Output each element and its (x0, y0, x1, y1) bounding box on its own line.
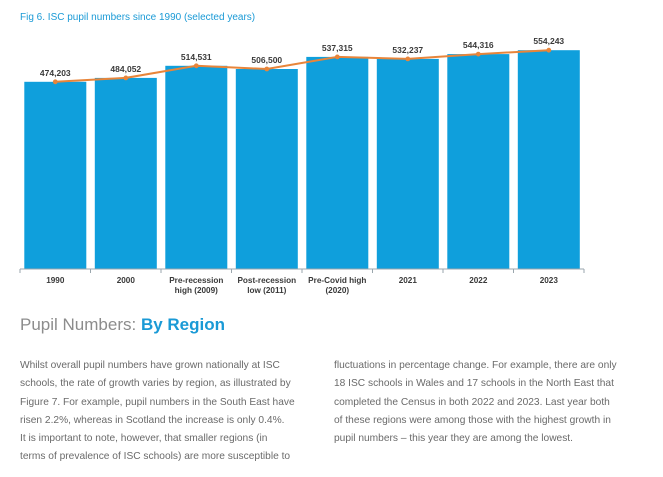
body-text-line: completed the Census in both 2022 and 20… (334, 396, 610, 408)
trend-marker-3 (264, 66, 270, 72)
data-label-5: 532,237 (392, 45, 423, 55)
body-text-line: schools, the rate of growth varies by re… (20, 378, 291, 390)
body-text-line: 18 ISC schools in Wales and 17 schools i… (334, 378, 614, 390)
bar-5 (376, 58, 439, 270)
body-text-left-column: Whilst overall pupil numbers have grown … (20, 357, 306, 467)
body-text-line: fluctuations in percentage change. For e… (334, 360, 617, 371)
section-heading-prefix: Pupil Numbers: (20, 315, 141, 334)
bar-1 (94, 77, 157, 270)
category-label-3-1: low (2011) (247, 286, 286, 295)
trend-marker-6 (475, 51, 481, 57)
body-text-line: risen 2.2%, whereas in Scotland the incr… (20, 414, 285, 426)
bar-6 (447, 54, 510, 269)
category-label-3-0: Post-recession (237, 276, 296, 285)
trend-marker-5 (405, 56, 411, 62)
bar-4 (306, 56, 369, 270)
trend-marker-4 (334, 54, 340, 60)
body-text-right-column: fluctuations in percentage change. For e… (334, 357, 634, 448)
data-label-2: 514,531 (181, 52, 212, 62)
category-label-7-0: 2023 (540, 276, 559, 285)
bar-0 (24, 81, 87, 269)
trend-marker-0 (52, 79, 58, 85)
body-text-line: Whilst overall pupil numbers have grown … (20, 360, 280, 371)
category-label-4-0: Pre-Covid high (308, 276, 366, 285)
body-text-line: of these regions were among those with t… (334, 414, 611, 426)
category-label-0-0: 1990 (46, 276, 65, 285)
data-label-0: 474,203 (40, 68, 71, 78)
figure-title: Fig 6. ISC pupil numbers since 1990 (sel… (20, 12, 256, 23)
body-text-line: pupil numbers – this year they are among… (334, 433, 573, 445)
category-label-6-0: 2022 (469, 276, 488, 285)
trend-marker-1 (123, 75, 129, 81)
data-label-3: 506,500 (251, 55, 282, 65)
category-label-1-0: 2000 (117, 276, 136, 285)
bar-3 (235, 69, 298, 269)
trend-marker-2 (193, 63, 199, 69)
category-label-2-0: Pre-recession (169, 276, 223, 285)
category-label-5-0: 2021 (399, 276, 418, 285)
category-label-2-1: high (2009) (175, 286, 218, 295)
bar-chart: 474,203 484,052 514,531 506,500 537,315 532,2… (19, 36, 585, 295)
data-label-4: 537,315 (322, 43, 353, 53)
section-heading: Pupil Numbers: By Region (20, 315, 225, 335)
category-label-4-1: (2020) (325, 286, 349, 295)
data-label-7: 554,243 (533, 36, 564, 46)
body-text-line: terms of prevalence of ISC schools) are … (20, 451, 291, 463)
section-heading-emphasis: By Region (140, 315, 225, 334)
bar-7 (517, 50, 580, 270)
data-label-1: 484,052 (110, 64, 141, 74)
data-label-6: 544,316 (463, 40, 494, 50)
body-text-line: It is important to note, however, that s… (20, 433, 268, 445)
bar-2 (165, 65, 228, 269)
trend-line (55, 49, 549, 83)
trend-marker-7 (546, 47, 552, 53)
body-text-line: Figure 7. For example, pupil numbers in … (20, 396, 295, 408)
